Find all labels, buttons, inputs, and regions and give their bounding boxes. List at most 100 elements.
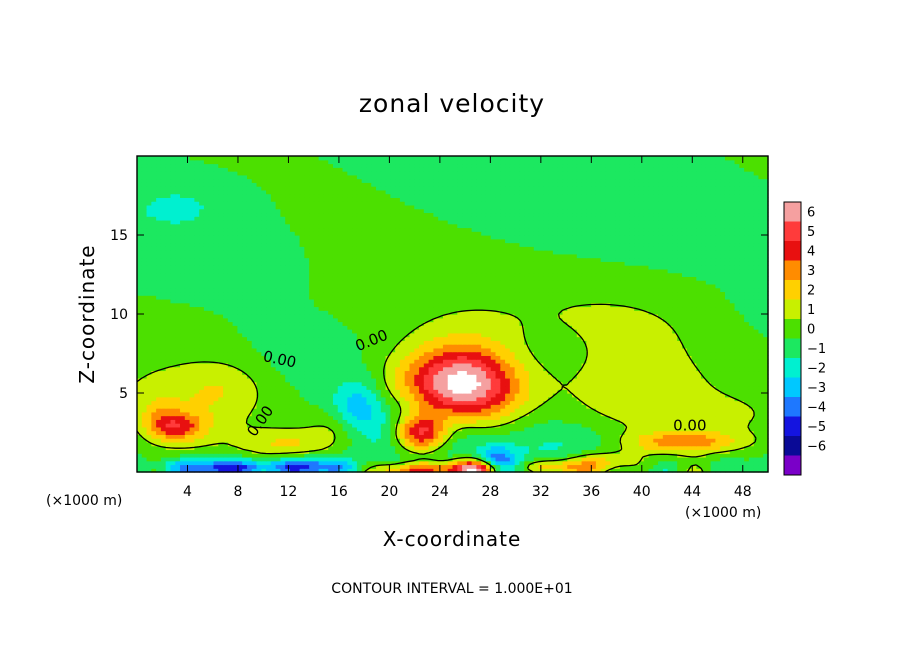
heatmap-cell bbox=[552, 460, 559, 466]
heatmap-cell bbox=[165, 464, 172, 469]
heatmap-cell bbox=[591, 441, 597, 447]
heatmap-cell bbox=[309, 468, 315, 473]
heatmap-cell bbox=[175, 449, 181, 454]
heatmap-cell bbox=[691, 396, 697, 402]
heatmap-cell bbox=[447, 423, 454, 428]
heatmap-cell bbox=[686, 464, 693, 469]
heatmap-cell bbox=[419, 423, 425, 428]
heatmap-cell bbox=[218, 411, 224, 417]
heatmap-cell bbox=[294, 419, 301, 424]
heatmap-cell bbox=[237, 415, 243, 420]
heatmap-cell bbox=[643, 426, 650, 432]
heatmap-cell bbox=[462, 351, 468, 356]
heatmap-cell bbox=[567, 468, 573, 473]
heatmap-cell bbox=[595, 468, 602, 473]
heatmap-cell bbox=[552, 400, 559, 405]
heatmap-cell bbox=[165, 340, 172, 345]
heatmap-cell bbox=[385, 393, 391, 398]
heatmap-cell bbox=[548, 468, 554, 473]
heatmap-cell bbox=[194, 377, 200, 383]
heatmap-cell bbox=[242, 419, 248, 424]
heatmap-cell bbox=[342, 426, 348, 432]
heatmap-cell bbox=[313, 336, 320, 341]
heatmap-cell bbox=[562, 400, 568, 405]
heatmap-cell bbox=[562, 396, 568, 402]
heatmap-cell bbox=[289, 426, 296, 432]
heatmap-cell bbox=[500, 359, 506, 364]
heatmap-cell bbox=[347, 449, 353, 454]
heatmap-cell bbox=[342, 347, 348, 353]
heatmap-cell bbox=[509, 381, 516, 387]
heatmap-cell bbox=[662, 396, 669, 402]
heatmap-cell bbox=[203, 381, 210, 387]
heatmap-cell bbox=[744, 366, 750, 372]
heatmap-cell bbox=[653, 460, 659, 466]
heatmap-cell bbox=[476, 404, 482, 409]
heatmap-cell bbox=[710, 453, 717, 458]
heatmap-cell bbox=[605, 396, 611, 402]
heatmap-cell bbox=[361, 329, 368, 334]
heatmap-cell bbox=[615, 404, 621, 409]
heatmap-cell bbox=[490, 344, 497, 349]
heatmap-cell bbox=[662, 385, 669, 390]
heatmap-cell bbox=[538, 430, 544, 435]
heatmap-cell bbox=[466, 332, 473, 338]
heatmap-cell bbox=[261, 468, 267, 473]
heatmap-cell bbox=[552, 344, 559, 349]
heatmap-cell bbox=[519, 415, 525, 420]
heatmap-cell bbox=[419, 464, 425, 469]
heatmap-cell bbox=[452, 434, 458, 439]
heatmap-cell bbox=[256, 430, 262, 435]
heatmap-cell bbox=[266, 438, 272, 443]
heatmap-cell bbox=[438, 351, 444, 356]
heatmap-cell bbox=[352, 426, 358, 432]
heatmap-cell bbox=[242, 426, 248, 432]
heatmap-cell bbox=[643, 408, 650, 413]
heatmap-cell bbox=[285, 438, 291, 443]
heatmap-cell bbox=[543, 370, 549, 375]
heatmap-cell bbox=[385, 396, 391, 402]
heatmap-cell bbox=[223, 359, 229, 364]
heatmap-cell bbox=[681, 456, 688, 462]
heatmap-cell bbox=[146, 456, 152, 462]
heatmap-cell bbox=[681, 460, 688, 466]
heatmap-cell bbox=[462, 400, 468, 405]
heatmap-cell bbox=[548, 400, 554, 405]
heatmap-cell bbox=[256, 415, 262, 420]
heatmap-cell bbox=[285, 411, 291, 417]
heatmap-cell bbox=[137, 445, 143, 451]
heatmap-cell bbox=[242, 423, 248, 428]
heatmap-cell bbox=[137, 456, 143, 462]
heatmap-cell bbox=[266, 423, 272, 428]
heatmap-cell bbox=[595, 426, 602, 432]
heatmap-cell bbox=[581, 460, 587, 466]
heatmap-cell bbox=[227, 423, 234, 428]
heatmap-cell bbox=[519, 366, 525, 372]
heatmap-cell bbox=[538, 381, 544, 387]
heatmap-cell bbox=[705, 426, 712, 432]
heatmap-cell bbox=[356, 351, 363, 356]
heatmap-cell bbox=[643, 415, 650, 420]
heatmap-cell bbox=[466, 449, 473, 454]
heatmap-cell bbox=[548, 441, 554, 447]
heatmap-cell bbox=[266, 389, 272, 394]
heatmap-cell bbox=[376, 347, 382, 353]
heatmap-cell bbox=[137, 355, 143, 360]
heatmap-cell bbox=[399, 453, 406, 458]
heatmap-cell bbox=[452, 377, 458, 383]
heatmap-cell bbox=[433, 377, 439, 383]
heatmap-cell bbox=[160, 468, 167, 473]
heatmap-cell bbox=[180, 381, 186, 387]
heatmap-cell bbox=[285, 460, 291, 466]
heatmap-cell bbox=[390, 415, 396, 420]
heatmap-cell bbox=[218, 355, 224, 360]
heatmap-cell bbox=[658, 377, 664, 383]
heatmap-cell bbox=[624, 329, 630, 334]
heatmap-cell bbox=[342, 456, 348, 462]
heatmap-cell bbox=[724, 434, 731, 439]
heatmap-cell bbox=[485, 332, 492, 338]
heatmap-cell bbox=[729, 355, 736, 360]
heatmap-cell bbox=[275, 423, 282, 428]
heatmap-cell bbox=[557, 370, 564, 375]
heatmap-cell bbox=[189, 393, 195, 398]
